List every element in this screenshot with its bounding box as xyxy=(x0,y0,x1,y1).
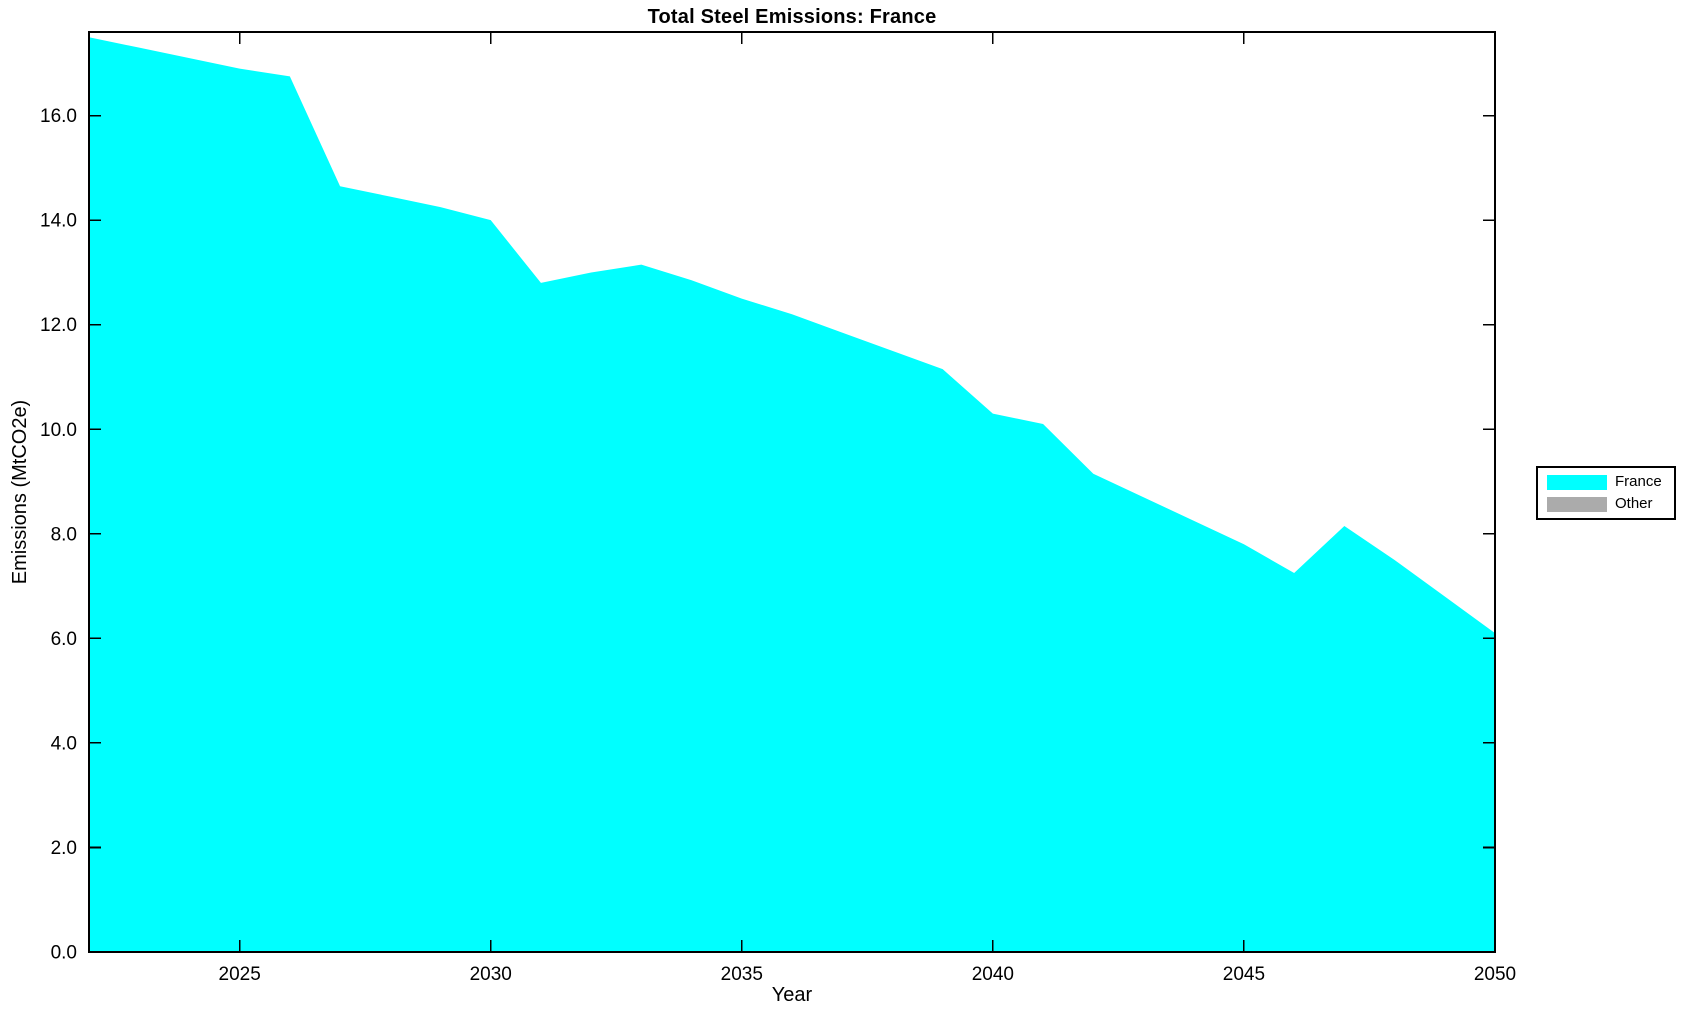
y-tick-label: 14.0 xyxy=(40,211,77,232)
legend-label-france: France xyxy=(1615,473,1662,490)
legend-swatch-france xyxy=(1547,474,1607,490)
area-series-france xyxy=(89,37,1495,952)
x-axis-label: Year xyxy=(771,984,813,1006)
chart-title: Total Steel Emissions: France xyxy=(647,6,937,28)
y-tick-label: 8.0 xyxy=(51,524,77,545)
legend-entry-other: Other xyxy=(1547,496,1666,512)
x-tick-label: 2040 xyxy=(972,964,1014,985)
x-tick-label: 2025 xyxy=(219,964,261,985)
y-tick-label: 12.0 xyxy=(40,315,77,336)
x-tick-label: 2045 xyxy=(1223,964,1265,985)
legend: France Other xyxy=(1536,466,1676,520)
y-tick-label: 6.0 xyxy=(51,629,77,650)
x-tick-label: 2035 xyxy=(721,964,763,985)
y-tick-label: 2.0 xyxy=(51,838,77,859)
legend-entry-france: France xyxy=(1547,474,1666,490)
x-tick-label: 2030 xyxy=(470,964,512,985)
y-tick-label: 16.0 xyxy=(40,106,77,127)
axes-box xyxy=(88,31,1496,953)
legend-swatch-other xyxy=(1547,496,1607,512)
y-tick-label: 10.0 xyxy=(40,420,77,441)
legend-label-other: Other xyxy=(1615,495,1653,512)
y-tick-label: 4.0 xyxy=(51,733,77,754)
x-tick-label: 2050 xyxy=(1474,964,1516,985)
y-tick-label: 0.0 xyxy=(51,943,77,964)
